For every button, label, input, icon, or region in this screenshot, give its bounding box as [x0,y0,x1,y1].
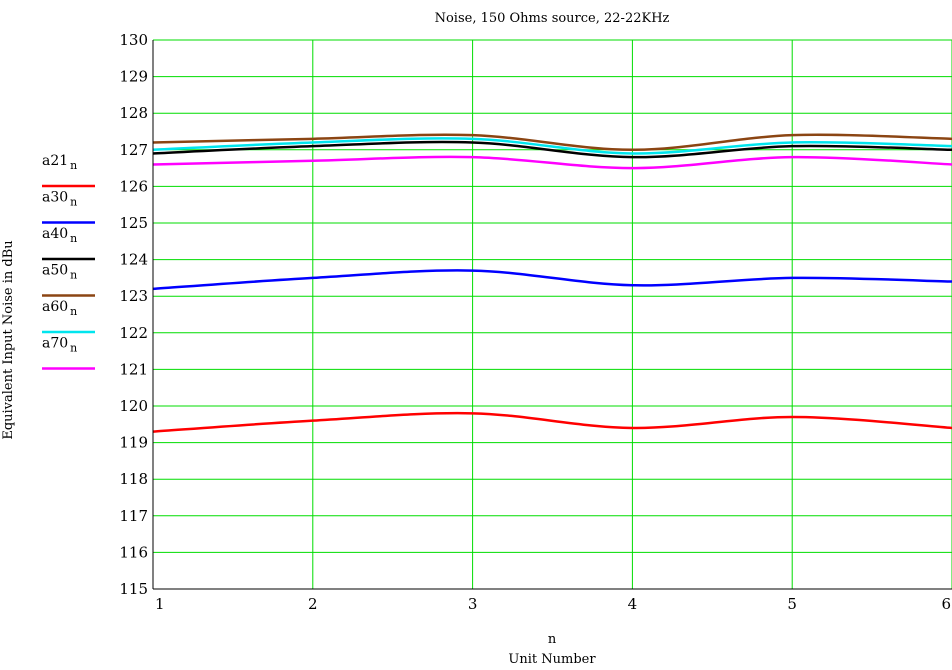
legend-label-a50: a50 n [42,263,77,282]
legend-label-a30: a30 n [42,190,77,209]
series-lines [152,133,952,433]
y-tick-label: 124 [119,251,148,269]
x-axis-variable-label: n [548,632,557,647]
y-tick-label: 118 [119,470,148,488]
legend-label-a60: a60 n [42,299,77,318]
y-tick-label: 127 [119,141,148,159]
y-tick-labels: 115 116 117 118 119 120 121 122 123 124 125 126 127 1… [119,31,148,598]
x-axis-label: Unit Number [508,652,596,667]
series-line-a40 [152,140,952,159]
y-tick-label: 129 [119,68,148,86]
series-line-a21 [152,411,952,433]
y-tick-label: 115 [119,580,148,598]
y-tick-label: 116 [119,543,148,561]
series-line-a50 [152,133,952,152]
y-axis-label: Equivalent Input Noise in dBu [1,240,16,439]
series-line-a70 [152,155,952,170]
legend-label-a40: a40 n [42,226,77,245]
legend-label-a70: a70 n [42,336,77,355]
y-tick-label: 121 [119,360,148,378]
series-line-a30 [152,269,952,291]
chart-title: Noise, 150 Ohms source, 22-22KHz [435,11,670,26]
x-tick-label: 3 [468,595,478,613]
y-tick-label: 123 [119,287,148,305]
series-line-a60 [152,137,952,155]
legend: a21 n a30 n a40 n a50 n a60 n a70 n [42,153,95,370]
x-tick-label: 4 [628,595,638,613]
y-tick-label: 119 [119,434,148,452]
legend-label-a21: a21 n [42,153,77,172]
y-tick-label: 125 [119,214,148,232]
x-tick-label: 5 [787,595,797,613]
y-tick-label: 128 [119,104,148,122]
x-tick-label: 2 [308,595,318,613]
y-tick-label: 117 [119,507,148,525]
x-tick-label: 6 [941,595,951,613]
y-tick-label: 130 [119,31,148,49]
x-tick-labels: 1 2 3 4 5 6 [155,595,951,613]
y-tick-label: 126 [119,177,148,195]
y-tick-label: 120 [119,397,148,415]
y-tick-label: 122 [119,324,148,342]
x-tick-label: 1 [155,595,165,613]
grid [152,39,952,590]
